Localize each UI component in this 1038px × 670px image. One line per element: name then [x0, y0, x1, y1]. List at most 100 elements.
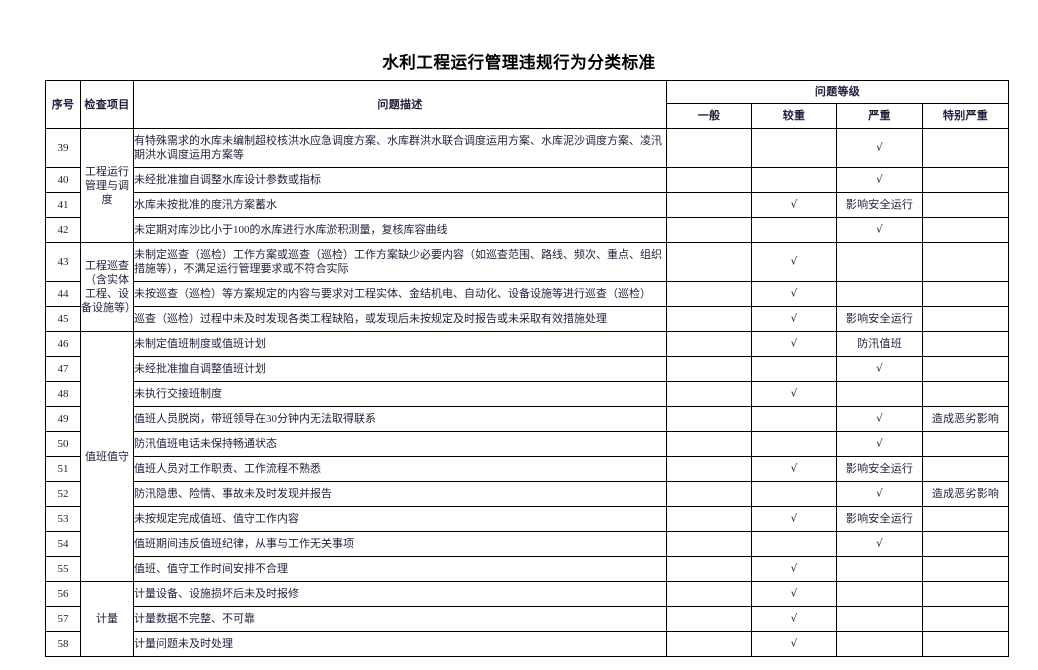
cell-grade-moderate: √	[751, 506, 837, 532]
check-mark-icon: √	[876, 412, 883, 425]
cell-check-item-category: 工程巡查（含实体工程、设备设施等）	[80, 242, 136, 332]
table-row: 39 工程运行管理与调度 有特殊需求的水库未编制超校核洪水应急调度方案、水库群洪水联…	[45, 128, 1010, 243]
cell-grade-moderate	[751, 531, 837, 557]
cell-grade-general	[666, 481, 752, 507]
cell-problem-description: 未按规定完成值班、值守工作内容	[133, 506, 667, 532]
cell-problem-description: 防汛值班电话未保持畅通状态	[133, 431, 667, 457]
header-row-1: 序号 检查项目 问题描述 问题等级	[45, 80, 1010, 129]
cell-row-number: 46	[45, 331, 81, 357]
cell-grade-very-serious	[921, 281, 1010, 307]
column-header-no: 序号	[45, 80, 81, 129]
cell-grade-moderate	[751, 217, 837, 243]
cell-grade-serious	[836, 381, 923, 407]
cell-problem-description: 未经批准擅自调整水库设计参数或指标	[133, 167, 667, 193]
cell-grade-very-serious	[921, 192, 1010, 218]
cell-row-number: 54	[45, 531, 81, 557]
column-header-item: 检查项目	[80, 80, 134, 129]
cell-row-number: 47	[45, 356, 81, 382]
cell-grade-moderate	[751, 128, 837, 168]
cell-check-item-category: 工程运行管理与调度	[80, 128, 134, 243]
violation-classification-table: 序号 检查项目 问题描述 问题等级 一般 较重 严重 特别严重 39 工程运行管理…	[45, 80, 1010, 657]
cell-grade-general	[666, 128, 752, 168]
cell-grade-serious: 影响安全运行	[836, 306, 923, 332]
column-header-description: 问题描述	[133, 80, 667, 129]
cell-row-number: 51	[45, 456, 81, 482]
table-row: 48 未执行交接班制度 √	[45, 381, 1010, 407]
table-row: 53 未按规定完成值班、值守工作内容 √ 影响安全运行	[45, 506, 1010, 532]
cell-grade-moderate	[751, 481, 837, 507]
check-mark-icon: √	[790, 387, 798, 400]
check-mark-icon: √	[790, 637, 798, 650]
cell-grade-very-serious	[921, 242, 1010, 282]
column-header-grade-very-serious: 特别严重	[921, 103, 1010, 129]
cell-grade-moderate: √	[751, 331, 837, 357]
cell-grade-serious: √	[836, 406, 923, 432]
grade-note-label: 影响安全运行	[845, 513, 914, 525]
cell-problem-description: 未制定值班制度或值班计划	[133, 331, 667, 357]
cell-grade-general	[666, 431, 752, 457]
cell-row-number: 52	[45, 481, 81, 507]
cell-row-number: 43	[45, 242, 81, 282]
check-mark-icon: √	[876, 223, 883, 236]
cell-grade-general	[666, 356, 752, 382]
cell-grade-serious	[836, 631, 923, 657]
cell-grade-very-serious	[921, 356, 1010, 382]
cell-problem-description: 水库未按批准的度汛方案蓄水	[133, 192, 667, 218]
table-row: 44 未按巡查（巡检）等方案规定的内容与要求对工程实体、金结机电、自动化、设备设施…	[45, 281, 1010, 307]
cell-grade-very-serious	[921, 167, 1010, 193]
table-row: 41 水库未按批准的度汛方案蓄水 √ 影响安全运行	[45, 192, 1010, 218]
header-row-2: 一般 较重 严重 特别严重	[46, 103, 1010, 129]
cell-grade-serious: 影响安全运行	[836, 456, 923, 482]
cell-problem-description: 未定期对库沙比小于100的水库进行水库淤积测量，复核库容曲线	[133, 217, 667, 243]
check-mark-icon: √	[876, 487, 883, 500]
check-mark-icon: √	[876, 537, 883, 550]
cell-grade-moderate: √	[751, 456, 837, 482]
cell-problem-description: 未执行交接班制度	[133, 381, 667, 407]
cell-problem-description: 未制定巡查（巡检）工作方案或巡查（巡检）工作方案缺少必要内容（如巡查范围、路线、…	[133, 242, 667, 282]
cell-grade-general	[666, 192, 752, 218]
check-mark-icon: √	[790, 198, 798, 211]
cell-row-number: 58	[45, 631, 81, 657]
cell-grade-moderate: √	[751, 631, 837, 657]
cell-problem-description: 计量问题未及时处理	[133, 631, 667, 657]
cell-grade-very-serious	[921, 217, 1010, 243]
table-row: 57 计量数据不完整、不可靠 √	[45, 606, 1010, 632]
cell-grade-very-serious	[921, 381, 1010, 407]
cell-grade-serious	[836, 556, 923, 582]
cell-row-number: 39	[45, 128, 81, 168]
cell-grade-very-serious	[921, 531, 1010, 557]
cell-grade-very-serious	[921, 556, 1010, 582]
grade-note-label: 造成恶劣影响	[931, 413, 1000, 425]
cell-grade-serious: 影响安全运行	[836, 192, 923, 218]
table-row: 58 计量问题未及时处理 √	[45, 631, 1010, 657]
cell-grade-general	[666, 631, 752, 657]
cell-grade-very-serious	[921, 128, 1010, 168]
cell-row-number: 48	[45, 381, 81, 407]
check-mark-icon: √	[790, 312, 798, 325]
check-mark-icon: √	[790, 337, 798, 350]
cell-grade-serious	[836, 606, 923, 632]
cell-problem-description: 值班人员脱岗，带班领导在30分钟内无法取得联系	[133, 406, 667, 432]
cell-problem-description: 未按巡查（巡检）等方案规定的内容与要求对工程实体、金结机电、自动化、设备设施等进…	[133, 281, 667, 307]
cell-grade-very-serious	[921, 456, 1010, 482]
grade-note-label: 影响安全运行	[845, 199, 914, 211]
cell-grade-general	[666, 581, 752, 607]
table-row: 49 值班人员脱岗，带班领导在30分钟内无法取得联系 √ 造成恶劣影响	[45, 406, 1010, 432]
check-mark-icon: √	[790, 562, 798, 575]
check-mark-icon: √	[790, 587, 798, 600]
cell-problem-description: 有特殊需求的水库未编制超校核洪水应急调度方案、水库群洪水联合调度运用方案、水库泥…	[133, 128, 667, 168]
table-header: 序号 检查项目 问题描述 问题等级 一般 较重 严重 特别严重	[45, 80, 1010, 129]
cell-grade-general	[666, 606, 752, 632]
table-row: 56 计量 计量设备、设施损坏后未及时报修 √	[45, 581, 1010, 657]
cell-grade-very-serious	[921, 431, 1010, 457]
check-mark-icon: √	[876, 141, 883, 154]
cell-grade-moderate: √	[751, 306, 837, 332]
check-mark-icon: √	[876, 173, 883, 186]
cell-grade-moderate: √	[751, 581, 837, 607]
cell-problem-description: 未经批准擅自调整值班计划	[133, 356, 667, 382]
cell-grade-moderate	[751, 431, 837, 457]
check-mark-icon: √	[790, 512, 798, 525]
table-row: 54 值班期间违反值班纪律，从事与工作无关事项 √	[45, 531, 1010, 557]
cell-grade-serious: √	[836, 431, 923, 457]
